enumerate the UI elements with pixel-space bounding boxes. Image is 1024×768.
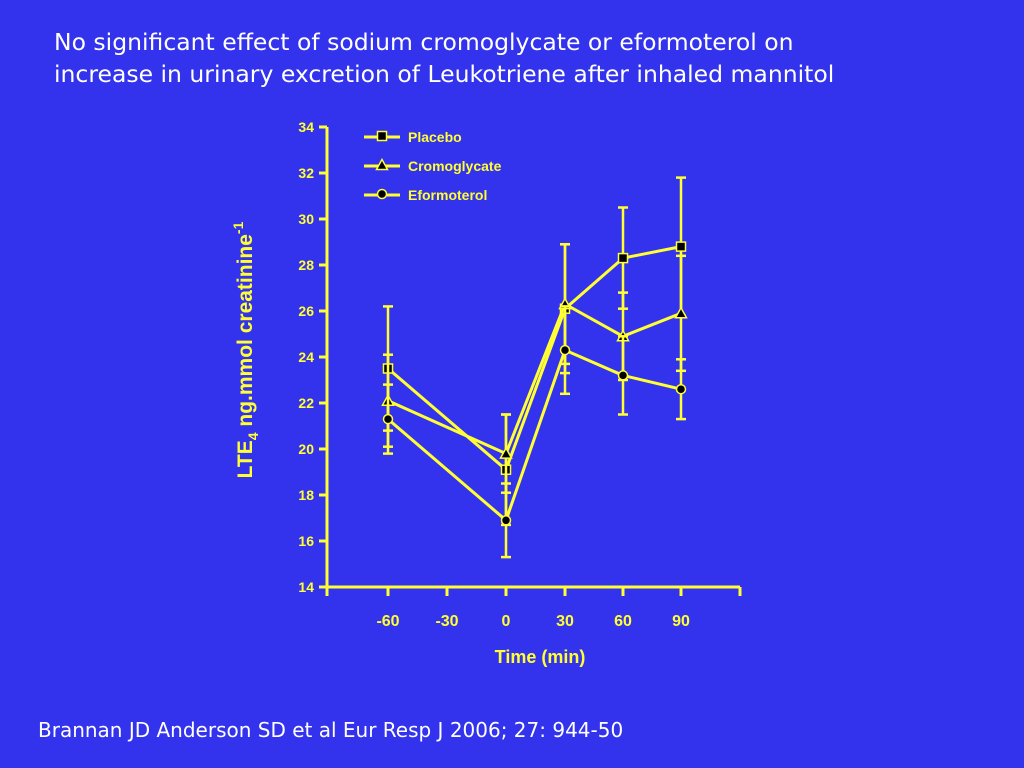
y-tick-label: 22 [298,395,314,411]
circle-marker [559,344,571,356]
y-tick-label: 30 [298,211,314,227]
circle-marker [675,383,687,395]
x-tick-label: 30 [556,613,574,630]
y-axis-label-sup: -1 [230,221,246,234]
legend-item-placebo: Placebo [364,129,462,145]
series-eformoterol [382,305,687,559]
chart-axes: 14 16 18 20 22 24 26 28 30 32 34 -60 -30 0 30 60 90 [298,119,742,630]
square-marker [617,252,629,264]
citation: Brannan JD Anderson SD et al Eur Resp J … [38,718,624,742]
x-tick-label: 0 [502,613,511,630]
circle-marker [382,413,394,425]
x-tick-label: 90 [672,613,690,630]
triangle-marker [375,157,389,171]
y-axis-label-main: LTE [234,440,257,478]
legend-label: Placebo [408,129,462,145]
circle-marker [617,370,629,381]
series-line [387,348,682,523]
x-tick-label: 60 [614,613,632,630]
y-tick-label: 24 [298,349,314,365]
x-tick-label: -30 [435,613,458,630]
legend-item-cromoglycate: Cromoglycate [364,157,502,174]
y-tick-label: 16 [298,533,314,549]
y-tick-label: 32 [298,165,314,181]
legend-label: Cromoglycate [408,158,502,174]
circle-marker [376,188,388,200]
legend-item-eformoterol: Eformoterol [364,187,487,203]
y-tick-label: 34 [298,119,314,135]
x-axis-label: Time (min) [495,647,586,667]
y-tick-label: 26 [298,303,314,319]
y-tick-label: 18 [298,487,314,503]
triangle-marker [674,306,688,319]
legend-label: Eformoterol [408,187,487,203]
y-axis-label: LTE4 ng.mmol creatinine-1 [230,221,261,478]
square-marker [376,130,388,142]
chart-legend: Placebo Cromoglycate Eformoterol [364,129,502,203]
x-tick-label: -60 [376,613,399,630]
y-axis-label-sub: 4 [245,432,261,440]
y-axis-label-rest: ng.mmol creatinine [234,234,257,432]
title-line-1: No significant effect of sodium cromogly… [54,28,794,56]
y-tick-label: 28 [298,257,314,273]
slide-title: No significant effect of sodium cromogly… [54,26,994,90]
y-tick-label: 20 [298,441,314,457]
square-marker [675,241,687,252]
title-line-2: increase in urinary excretion of Leukotr… [54,60,835,88]
chart-series [381,176,688,559]
triangle-marker [499,446,513,459]
circle-marker [500,515,512,526]
series-placebo [382,176,687,527]
y-tick-label: 14 [298,579,314,595]
